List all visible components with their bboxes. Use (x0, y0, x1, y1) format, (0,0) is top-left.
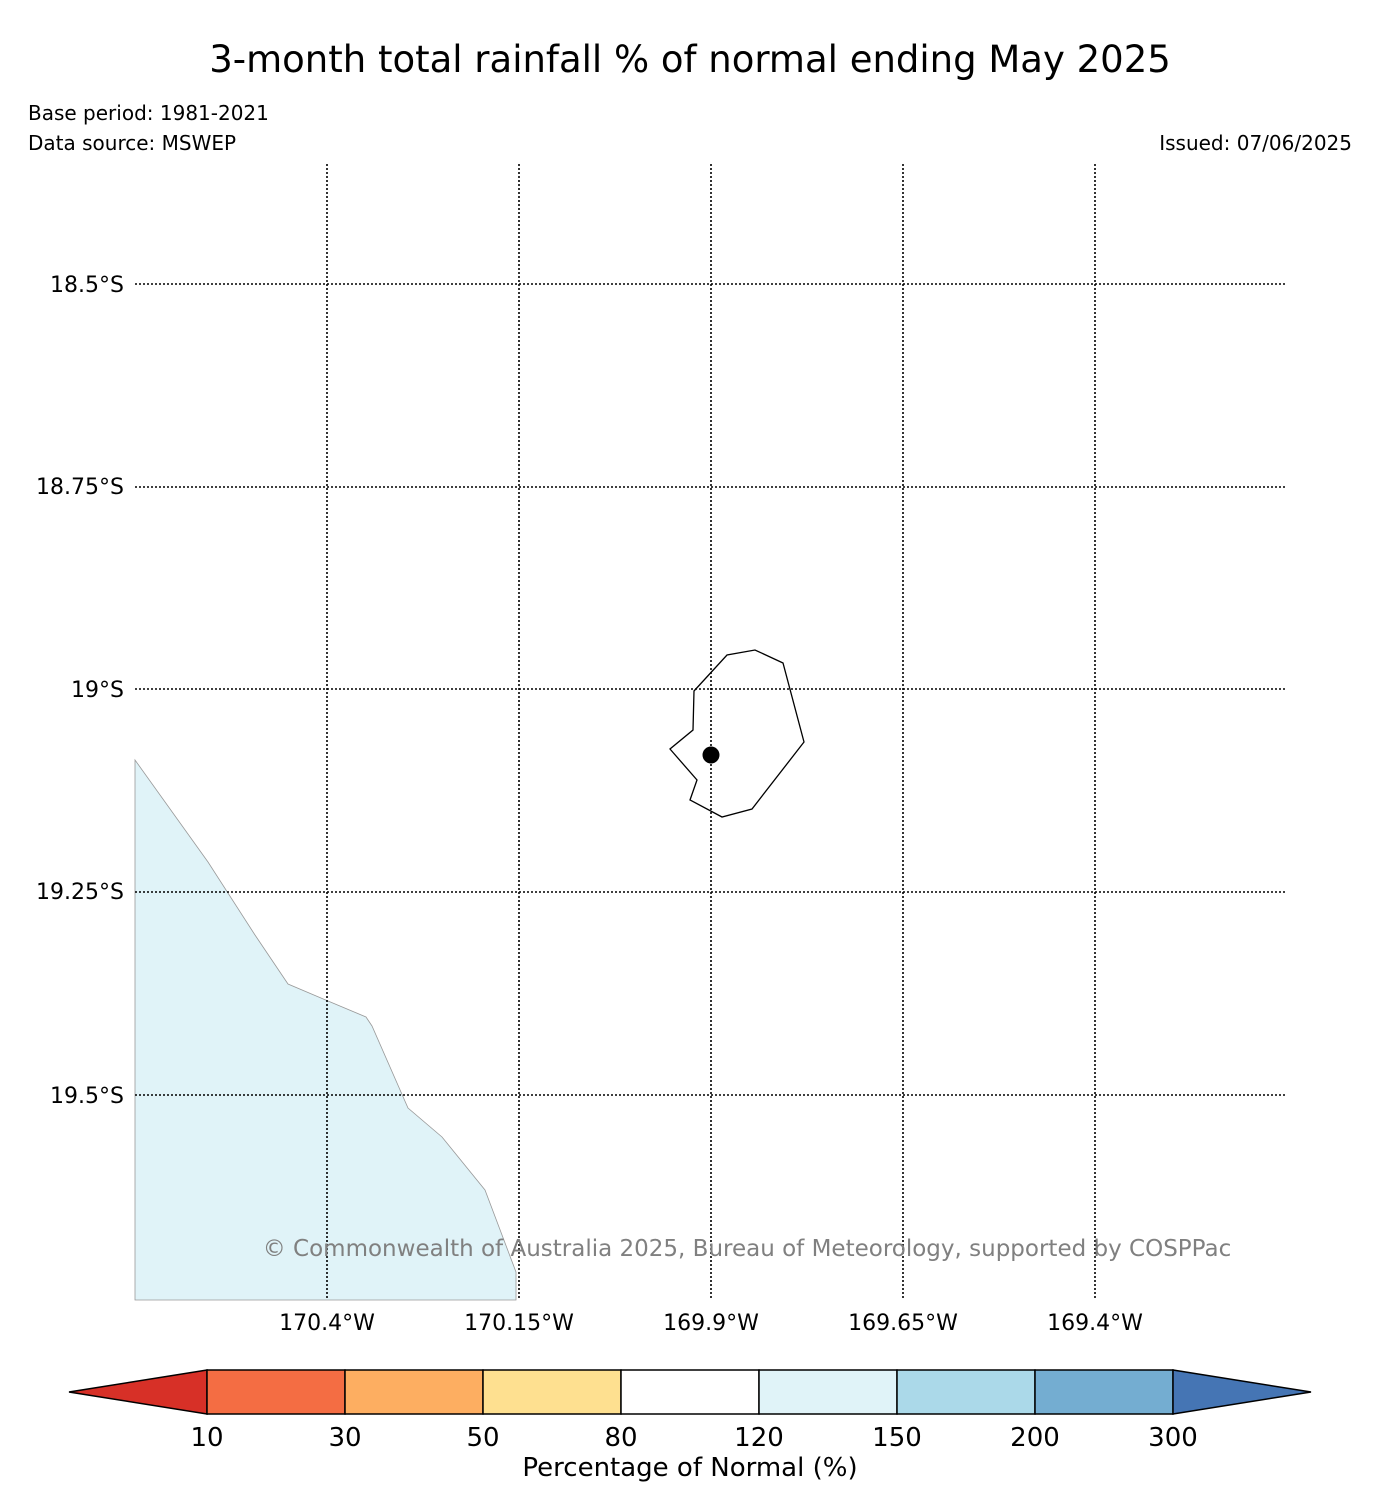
colorbar-extend-low (68, 1369, 208, 1415)
colorbar-segment (758, 1369, 898, 1415)
lat-label: 18.5°S (50, 273, 124, 298)
colorbar-extend-high (1172, 1369, 1312, 1415)
lat-label: 19°S (71, 678, 124, 703)
base-period-label: Base period: 1981-2021 (28, 101, 269, 125)
latitude-gridlines (135, 283, 1285, 1096)
colorbar-legend (68, 1369, 1312, 1415)
colorbar-tick-label: 30 (328, 1423, 361, 1453)
colorbar-tick-label: 300 (1148, 1423, 1198, 1453)
colorbar-tick-label: 120 (734, 1423, 784, 1453)
longitude-gridlines (326, 164, 1096, 1300)
colorbar-title: Percentage of Normal (%) (522, 1453, 857, 1483)
lat-label: 19.5°S (50, 1084, 124, 1109)
colorbar-tick-label: 10 (190, 1423, 223, 1453)
lon-label: 169.65°W (848, 1311, 958, 1336)
colorbar-segment (620, 1369, 760, 1415)
land-area-shading (134, 758, 517, 1301)
island-outline (669, 649, 805, 818)
colorbar-segment (344, 1369, 484, 1415)
issued-date-label: Issued: 07/06/2025 (1159, 131, 1352, 155)
colorbar-segment (482, 1369, 622, 1415)
colorbar-tick-label: 200 (1010, 1423, 1060, 1453)
lon-label: 169.9°W (663, 1311, 759, 1336)
colorbar-tick-label: 80 (604, 1423, 637, 1453)
data-source-label: Data source: MSWEP (28, 131, 237, 155)
colorbar-segment (1034, 1369, 1174, 1415)
lon-label: 169.4°W (1047, 1311, 1143, 1336)
colorbar-ticks: 10 30 50 80 120 150 200 300 (190, 1423, 1197, 1453)
lon-label: 170.15°W (464, 1311, 574, 1336)
lon-label: 170.4°W (279, 1311, 375, 1336)
location-marker (702, 746, 720, 764)
colorbar-segment (206, 1369, 346, 1415)
colorbar-tick-label: 50 (466, 1423, 499, 1453)
copyright-notice: © Commonwealth of Australia 2025, Bureau… (263, 1236, 1232, 1262)
colorbar-tick-label: 150 (872, 1423, 922, 1453)
colorbar-segment (896, 1369, 1036, 1415)
map-title: 3-month total rainfall % of normal endin… (209, 38, 1171, 81)
lat-label: 19.25°S (36, 880, 124, 905)
lat-label: 18.75°S (36, 475, 124, 500)
